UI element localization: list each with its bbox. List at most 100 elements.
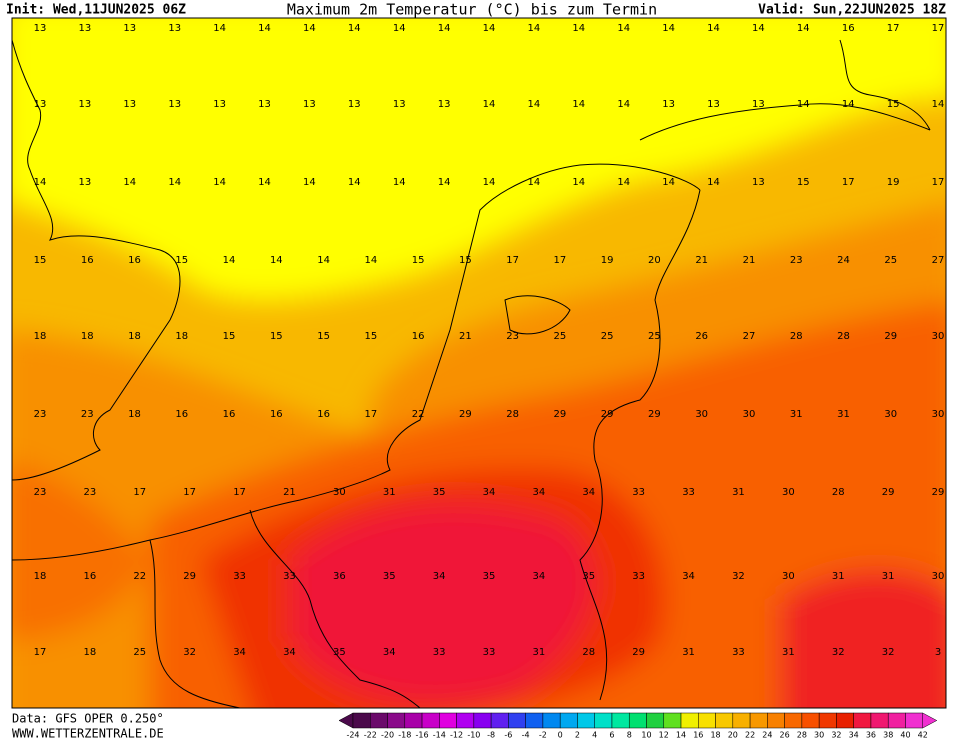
temperature-value: 18 [175,331,188,342]
temperature-value: 32 [882,647,895,658]
temperature-value: 33 [632,487,645,498]
temperature-value: 14 [393,177,406,188]
temperature-value: 30 [932,409,945,420]
temperature-value: 16 [84,571,97,582]
temperature-value: 14 [483,99,496,110]
temperature-value: 14 [213,23,226,34]
temperature-value: 27 [932,255,945,266]
temperature-value: 14 [617,23,630,34]
temperature-value: 21 [743,255,756,266]
temperature-value: 14 [213,177,226,188]
colorbar-swatch [887,712,906,729]
colorbar-label: 32 [831,731,841,740]
temperature-value: 15 [364,331,377,342]
temperature-value: 29 [459,409,472,420]
temperature-value: 35 [383,571,396,582]
temperature-value: 23 [506,331,519,342]
temperature-value: 25 [648,331,661,342]
colorbar-label: 16 [693,731,703,740]
temperature-value: 20 [648,255,661,266]
colorbar-swatch [404,712,423,729]
temperature-value: 23 [34,409,47,420]
colorbar-swatch [749,712,768,729]
temperature-value: 33 [233,571,246,582]
colorbar-label: 40 [900,731,910,740]
colorbar-label: -12 [450,731,463,740]
temperature-value: 14 [662,23,675,34]
temperature-value: 21 [459,331,472,342]
temperature-value: 33 [283,571,296,582]
colorbar-swatch [352,712,371,729]
temperature-value: 15 [412,255,425,266]
temperature-value: 13 [168,23,181,34]
temperature-value: 14 [528,177,541,188]
colorbar-label: 12 [659,731,669,740]
temperature-value: 29 [648,409,661,420]
temperature-value: 33 [433,647,446,658]
colorbar-swatch [594,712,613,729]
temperature-value: 13 [168,99,181,110]
temperature-value: 31 [533,647,546,658]
temperature-value: 14 [348,23,361,34]
temperature-value: 14 [662,177,675,188]
colorbar-swatch [698,712,716,729]
temperature-value: 13 [348,99,361,110]
temperature-value: 14 [572,23,585,34]
colorbar-label: 34 [849,731,859,740]
coastlines [12,39,931,708]
temperature-value: 17 [506,255,519,266]
colorbar-swatch [905,712,923,729]
temperature-value: 14 [223,255,236,266]
temperature-value: 15 [270,331,283,342]
temperature-value: 13 [707,99,720,110]
colorbar-swatch [836,712,854,729]
temperature-value: 19 [601,255,614,266]
temperature-value: 14 [483,23,496,34]
temperature-value: 34 [582,487,595,498]
temperature-value: 13 [258,99,271,110]
temperature-value: 28 [582,647,595,658]
colorbar-swatch [853,712,872,729]
temperature-value: 29 [632,647,645,658]
temperature-value: 33 [682,487,695,498]
colorbar-label: -24 [346,731,359,740]
temperature-value: 13 [213,99,226,110]
colorbar-label: 28 [797,731,807,740]
temperature-value: 14 [932,99,945,110]
temperature-value: 30 [782,571,795,582]
temperature-value: 13 [752,177,765,188]
temperature-value: 13 [303,99,316,110]
temperature-value: 16 [81,255,94,266]
temperature-value: 31 [832,571,845,582]
colorbar-label: -14 [433,731,446,740]
temperature-value: 14 [270,255,283,266]
temperature-value: 14 [438,23,451,34]
colorbar-label: 8 [627,731,632,740]
temperature-value: 31 [383,487,396,498]
colorbar-swatch [611,712,630,729]
temperature-value: 14 [34,177,47,188]
temperature-value: 13 [79,99,92,110]
temperature-value: 17 [554,255,567,266]
temperature-value: 14 [303,23,316,34]
temperature-value: 29 [882,487,895,498]
temperature-value: 14 [348,177,361,188]
temperature-value: 29 [183,571,196,582]
colorbar-swatch [508,712,526,729]
temperature-value: 34 [433,571,446,582]
temperature-value: 34 [533,487,546,498]
temperature-value: 13 [393,99,406,110]
colorbar-arrow [338,712,354,729]
temperature-value: 34 [233,647,246,658]
temperature-value: 14 [842,99,855,110]
temperature-value: 34 [682,571,695,582]
temperature-value: 17 [133,487,146,498]
colorbar-label: 18 [710,731,720,740]
temperature-value: 22 [133,571,146,582]
temperature-value: 14 [168,177,181,188]
colorbar-label: -20 [381,731,394,740]
temperature-value: 16 [128,255,141,266]
temperature-value: 15 [459,255,472,266]
map-title: Maximum 2m Temperatur (°C) bis zum Termi… [287,1,657,19]
valid-label: Valid: Sun,22JUN2025 18Z [758,3,946,18]
